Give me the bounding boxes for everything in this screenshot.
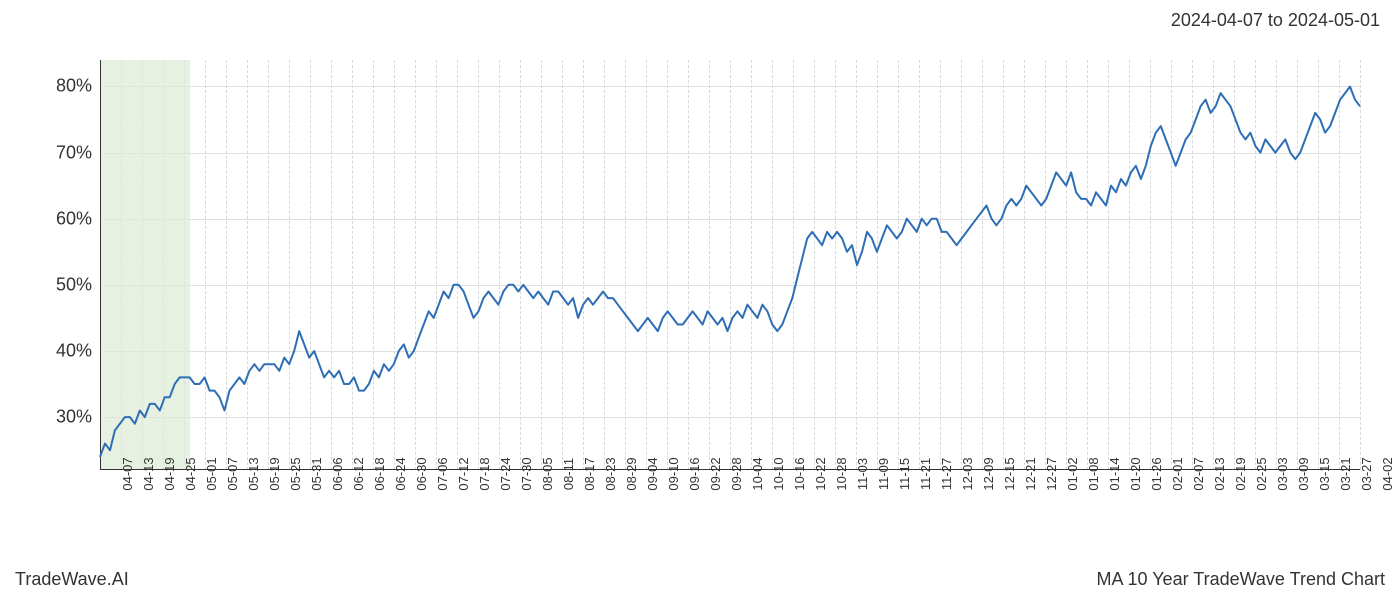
chart-title: MA 10 Year TradeWave Trend Chart bbox=[1097, 569, 1386, 590]
x-tick-label: 04-02 bbox=[1360, 457, 1395, 490]
brand-label: TradeWave.AI bbox=[15, 569, 129, 590]
y-tick-label: 30% bbox=[56, 407, 92, 428]
y-tick-label: 60% bbox=[56, 208, 92, 229]
y-tick-label: 40% bbox=[56, 340, 92, 361]
x-gridline bbox=[1360, 60, 1361, 470]
date-range-label: 2024-04-07 to 2024-05-01 bbox=[1171, 10, 1380, 31]
y-tick-label: 50% bbox=[56, 274, 92, 295]
line-series bbox=[100, 60, 1360, 470]
y-tick-label: 80% bbox=[56, 76, 92, 97]
chart-plot-area: 30%40%50%60%70%80%04-0704-1304-1904-2505… bbox=[100, 60, 1360, 470]
y-tick-label: 70% bbox=[56, 142, 92, 163]
